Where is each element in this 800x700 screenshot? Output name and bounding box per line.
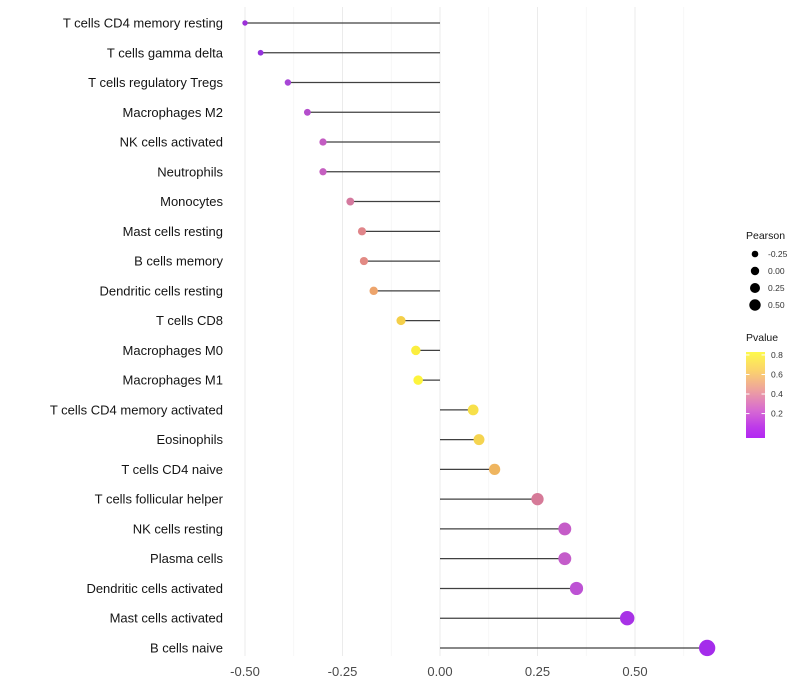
y-axis-label: NK cells activated bbox=[120, 135, 223, 150]
lollipop-dots bbox=[242, 20, 716, 657]
lollipop-dot bbox=[467, 404, 479, 416]
x-axis-tick-label: 0.25 bbox=[525, 664, 550, 679]
color-legend-title: Pvalue bbox=[746, 332, 778, 344]
lollipop-dot bbox=[531, 493, 544, 506]
size-legend-dot bbox=[750, 266, 760, 276]
lollipop-dot bbox=[359, 256, 369, 266]
y-axis-label: Monocytes bbox=[160, 194, 223, 209]
size-legend-dot bbox=[750, 283, 760, 293]
lollipop-dot bbox=[303, 108, 311, 116]
size-legend-label: 0.25 bbox=[768, 283, 785, 293]
lollipop-stems bbox=[245, 22, 708, 649]
lollipop-dot bbox=[558, 522, 572, 536]
y-axis-label: Mast cells resting bbox=[123, 224, 223, 239]
y-axis-label: Mast cells activated bbox=[110, 611, 223, 626]
y-axis-label: Macrophages M1 bbox=[123, 373, 223, 388]
color-legend-gradient-bar bbox=[746, 352, 765, 438]
y-axis-label: T cells follicular helper bbox=[95, 492, 224, 507]
color-legend-tick-label: 0.2 bbox=[771, 409, 783, 419]
y-axis-label: T cells CD4 memory resting bbox=[63, 16, 223, 31]
gridlines-minor bbox=[293, 7, 685, 656]
y-axis-label: Dendritic cells resting bbox=[99, 283, 223, 298]
lollipop-dot bbox=[558, 552, 572, 566]
lollipop-dot bbox=[284, 79, 292, 86]
y-axis-label: T cells gamma delta bbox=[107, 45, 224, 60]
size-legend-label: 0.50 bbox=[768, 300, 785, 310]
y-axis-label: T cells CD4 naive bbox=[121, 462, 223, 477]
lollipop-dot bbox=[319, 138, 327, 146]
size-legend-label: 0.00 bbox=[768, 266, 785, 276]
y-axis-label: Dendritic cells activated bbox=[86, 581, 223, 596]
size-legend-dot bbox=[749, 299, 761, 311]
gridlines-major bbox=[244, 7, 636, 656]
lollipop-dot bbox=[369, 286, 378, 296]
y-axis-label: NK cells resting bbox=[133, 521, 223, 536]
y-axis-label: B cells naive bbox=[150, 640, 223, 655]
y-axis-label: B cells memory bbox=[134, 254, 223, 269]
lollipop-dot bbox=[488, 463, 501, 476]
y-axis-label: Macrophages M0 bbox=[123, 343, 223, 358]
color-legend-tick-label: 0.4 bbox=[771, 389, 783, 399]
y-axis-label: Macrophages M2 bbox=[123, 105, 223, 120]
x-axis-tick-label: -0.25 bbox=[328, 664, 358, 679]
lollipop-dot bbox=[473, 434, 485, 446]
x-axis-tick-label: 0.50 bbox=[622, 664, 647, 679]
lollipop-dot bbox=[699, 639, 716, 657]
lollipop-dot bbox=[242, 20, 248, 26]
color-legend-tick-label: 0.8 bbox=[771, 350, 783, 360]
color-legend-tick-label: 0.6 bbox=[771, 369, 783, 379]
size-legend-dot bbox=[751, 250, 759, 258]
lollipop-dot bbox=[346, 197, 355, 206]
pearson-size-legend: Pearson -0.25 0.00 0.25 0.50 bbox=[746, 230, 788, 311]
y-axis-label: Plasma cells bbox=[150, 551, 223, 566]
y-axis-label: T cells regulatory Tregs bbox=[88, 75, 223, 90]
lollipop-dot bbox=[411, 345, 421, 356]
lollipop-dot bbox=[319, 168, 327, 176]
y-axis-label: Neutrophils bbox=[157, 164, 223, 179]
y-axis-label: Eosinophils bbox=[157, 432, 224, 447]
y-axis-label: T cells CD8 bbox=[156, 313, 223, 328]
size-legend-label: -0.25 bbox=[768, 249, 788, 259]
y-axis-labels: T cells CD4 memory resting T cells gamma … bbox=[50, 16, 224, 656]
pvalue-color-legend: Pvalue 0.8 0.6 0.4 0.2 bbox=[746, 332, 783, 438]
lollipop-dot bbox=[257, 49, 264, 56]
lollipop-dot bbox=[396, 316, 406, 326]
lollipop-dot bbox=[357, 227, 367, 236]
x-axis-tick-label: -0.50 bbox=[230, 664, 260, 679]
lollipop-dot bbox=[413, 375, 423, 385]
x-axis-labels: -0.50 -0.25 0.00 0.25 0.50 bbox=[230, 664, 647, 679]
lollipop-dot bbox=[569, 581, 584, 596]
x-axis-tick-label: 0.00 bbox=[427, 664, 452, 679]
y-axis-label: T cells CD4 memory activated bbox=[50, 402, 223, 417]
lollipop-dot bbox=[619, 610, 635, 626]
size-legend-title: Pearson bbox=[746, 230, 785, 242]
